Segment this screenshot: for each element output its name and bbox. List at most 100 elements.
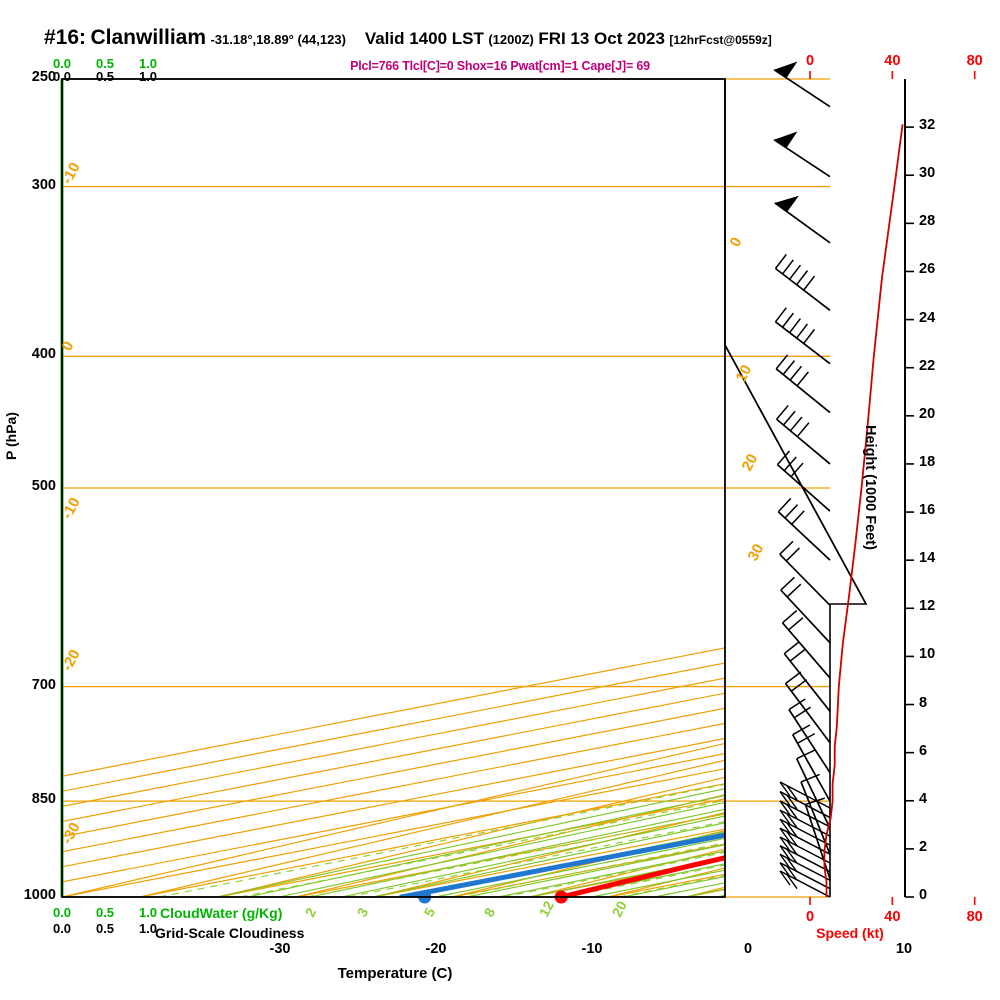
wind-barb — [779, 827, 831, 855]
sounding-stats-line: Plcl=766 Tlcl[C]=0 Shox=16 Pwat[cm]=1 Ca… — [350, 59, 650, 73]
height-tick-label: 12 — [919, 598, 936, 615]
height-tick-label: 32 — [919, 117, 936, 134]
speed-tick-label: 80 — [966, 53, 983, 69]
mixing-ratio-label: 2 — [302, 905, 320, 920]
isotherm-label-right: 10 — [733, 362, 756, 385]
wind-barb — [784, 671, 831, 744]
pressure-tick-label: 500 — [31, 478, 56, 494]
height-tick-label: 24 — [919, 309, 936, 326]
speed-tick-label: 80 — [966, 909, 983, 925]
cloudwater-tick-label: 1.0 — [138, 56, 158, 71]
valid-time-label: Valid 1400 LST — [364, 29, 484, 48]
wind-barb — [779, 809, 831, 837]
isobar-gridlines — [62, 78, 830, 898]
cloudiness-tick-label: 0.5 — [95, 921, 115, 936]
wind-barb — [780, 576, 831, 644]
temperature-tick-label: -20 — [425, 941, 447, 957]
height-tick-label: 4 — [919, 790, 928, 807]
station-id: #16: — [44, 26, 87, 49]
wind-barb — [774, 253, 831, 312]
mixing-ratio-label: 8 — [481, 905, 499, 920]
wind-speed-profile — [823, 124, 904, 897]
wind-barbs — [773, 61, 831, 898]
pressure-tick-label: 850 — [31, 791, 56, 808]
height-tick-label: 28 — [919, 213, 936, 230]
height-tick-label: 14 — [919, 550, 936, 567]
wind-barb — [779, 540, 831, 606]
dry-adiabat-gridlines — [62, 742, 725, 897]
wind-barb — [779, 800, 831, 828]
wind-barb — [777, 497, 831, 561]
height-tick-label: 0 — [919, 887, 928, 903]
height-tick-label: 8 — [919, 694, 928, 711]
isotherm-label-right: 0 — [727, 235, 746, 250]
height-tick-label: 26 — [919, 261, 936, 278]
speed-tick-label: 40 — [884, 909, 901, 925]
cloudiness-tick-label: 1.0 — [138, 69, 158, 84]
pressure-axis-title: P (hPa) — [3, 412, 19, 460]
isotherm-gridlines — [62, 647, 725, 897]
height-tick-label: 22 — [919, 357, 936, 374]
pressure-tick-label: 400 — [31, 346, 56, 363]
temperature-tick-label: -30 — [269, 941, 291, 957]
wind-barb — [783, 641, 831, 712]
pressure-tick-label: 1000 — [23, 887, 56, 903]
wind-barb — [795, 749, 831, 829]
wind-barb — [773, 61, 831, 108]
wind-barb — [779, 845, 831, 873]
cloudiness-tick-label: 0.0 — [52, 921, 72, 936]
station-coords: -31.18°,18.89° (44,123) — [210, 32, 346, 47]
forecast-tag: [12hrFcst@0559z] — [669, 33, 772, 47]
cloudwater-tick-label: 1.0 — [138, 905, 158, 920]
cloudiness-axis-title: Grid-Scale Cloudiness — [155, 925, 305, 941]
height-tick-label: 2 — [919, 838, 928, 855]
speed-tick-label: 40 — [884, 53, 901, 69]
pressure-tick-label: 250 — [31, 69, 56, 85]
wind-barb — [779, 818, 831, 846]
pressure-tick-label: 300 — [31, 176, 56, 193]
cloudwater-tick-label: 0.0 — [52, 905, 72, 920]
wind-barb — [781, 609, 831, 679]
wind-barb — [774, 307, 831, 365]
cloudwater-tick-label: 0.5 — [95, 56, 115, 71]
isotherm-label-right: 20 — [739, 451, 762, 474]
cloudiness-tick-label: 0.5 — [95, 69, 115, 84]
pressure-tick-label: 700 — [31, 676, 56, 693]
wind-barb — [791, 724, 831, 802]
cloudiness-tick-label: 0.0 — [52, 69, 72, 84]
height-tick-label: 18 — [919, 453, 936, 470]
wind-barb — [776, 450, 831, 512]
speed-tick-label: 0 — [805, 909, 815, 925]
height-axis-title: Height (1000 Feet) — [862, 425, 878, 550]
wind-barb — [779, 836, 831, 864]
wind-barb — [788, 698, 831, 774]
wind-barb — [779, 853, 831, 881]
valid-time-utc: (1200Z) — [488, 32, 534, 47]
wind-barb — [773, 131, 831, 178]
station-name: Clanwilliam — [90, 26, 207, 49]
temperature-tick-label: 10 — [895, 941, 913, 957]
height-tick-label: 30 — [919, 165, 936, 182]
speed-axis-title: Speed (kt) — [816, 925, 884, 941]
height-tick-label: 6 — [919, 742, 928, 759]
mixing-ratio-label: 5 — [421, 905, 439, 920]
temperature-axis-title: Temperature (C) — [337, 965, 453, 982]
wind-barb — [779, 781, 831, 809]
mixing-ratio-label: 20 — [609, 898, 631, 919]
wind-barb — [776, 404, 831, 465]
temperature-tick-label: -10 — [581, 941, 603, 957]
speed-tick-label: 0 — [805, 53, 815, 69]
wind-barb — [774, 195, 831, 244]
moist-adiabat-gridlines — [216, 788, 725, 897]
cloudwater-tick-label: 0.0 — [52, 56, 72, 71]
mixing-ratio-label: 3 — [354, 905, 372, 920]
height-tick-label: 10 — [919, 646, 936, 663]
wind-barb — [775, 354, 831, 414]
temperature-tick-label: 0 — [743, 941, 753, 957]
wind-barb — [779, 790, 831, 819]
mixing-ratio-gridlines — [159, 783, 725, 897]
valid-date: FRI 13 Oct 2023 — [538, 29, 665, 48]
cloudwater-tick-label: 0.5 — [95, 905, 115, 920]
